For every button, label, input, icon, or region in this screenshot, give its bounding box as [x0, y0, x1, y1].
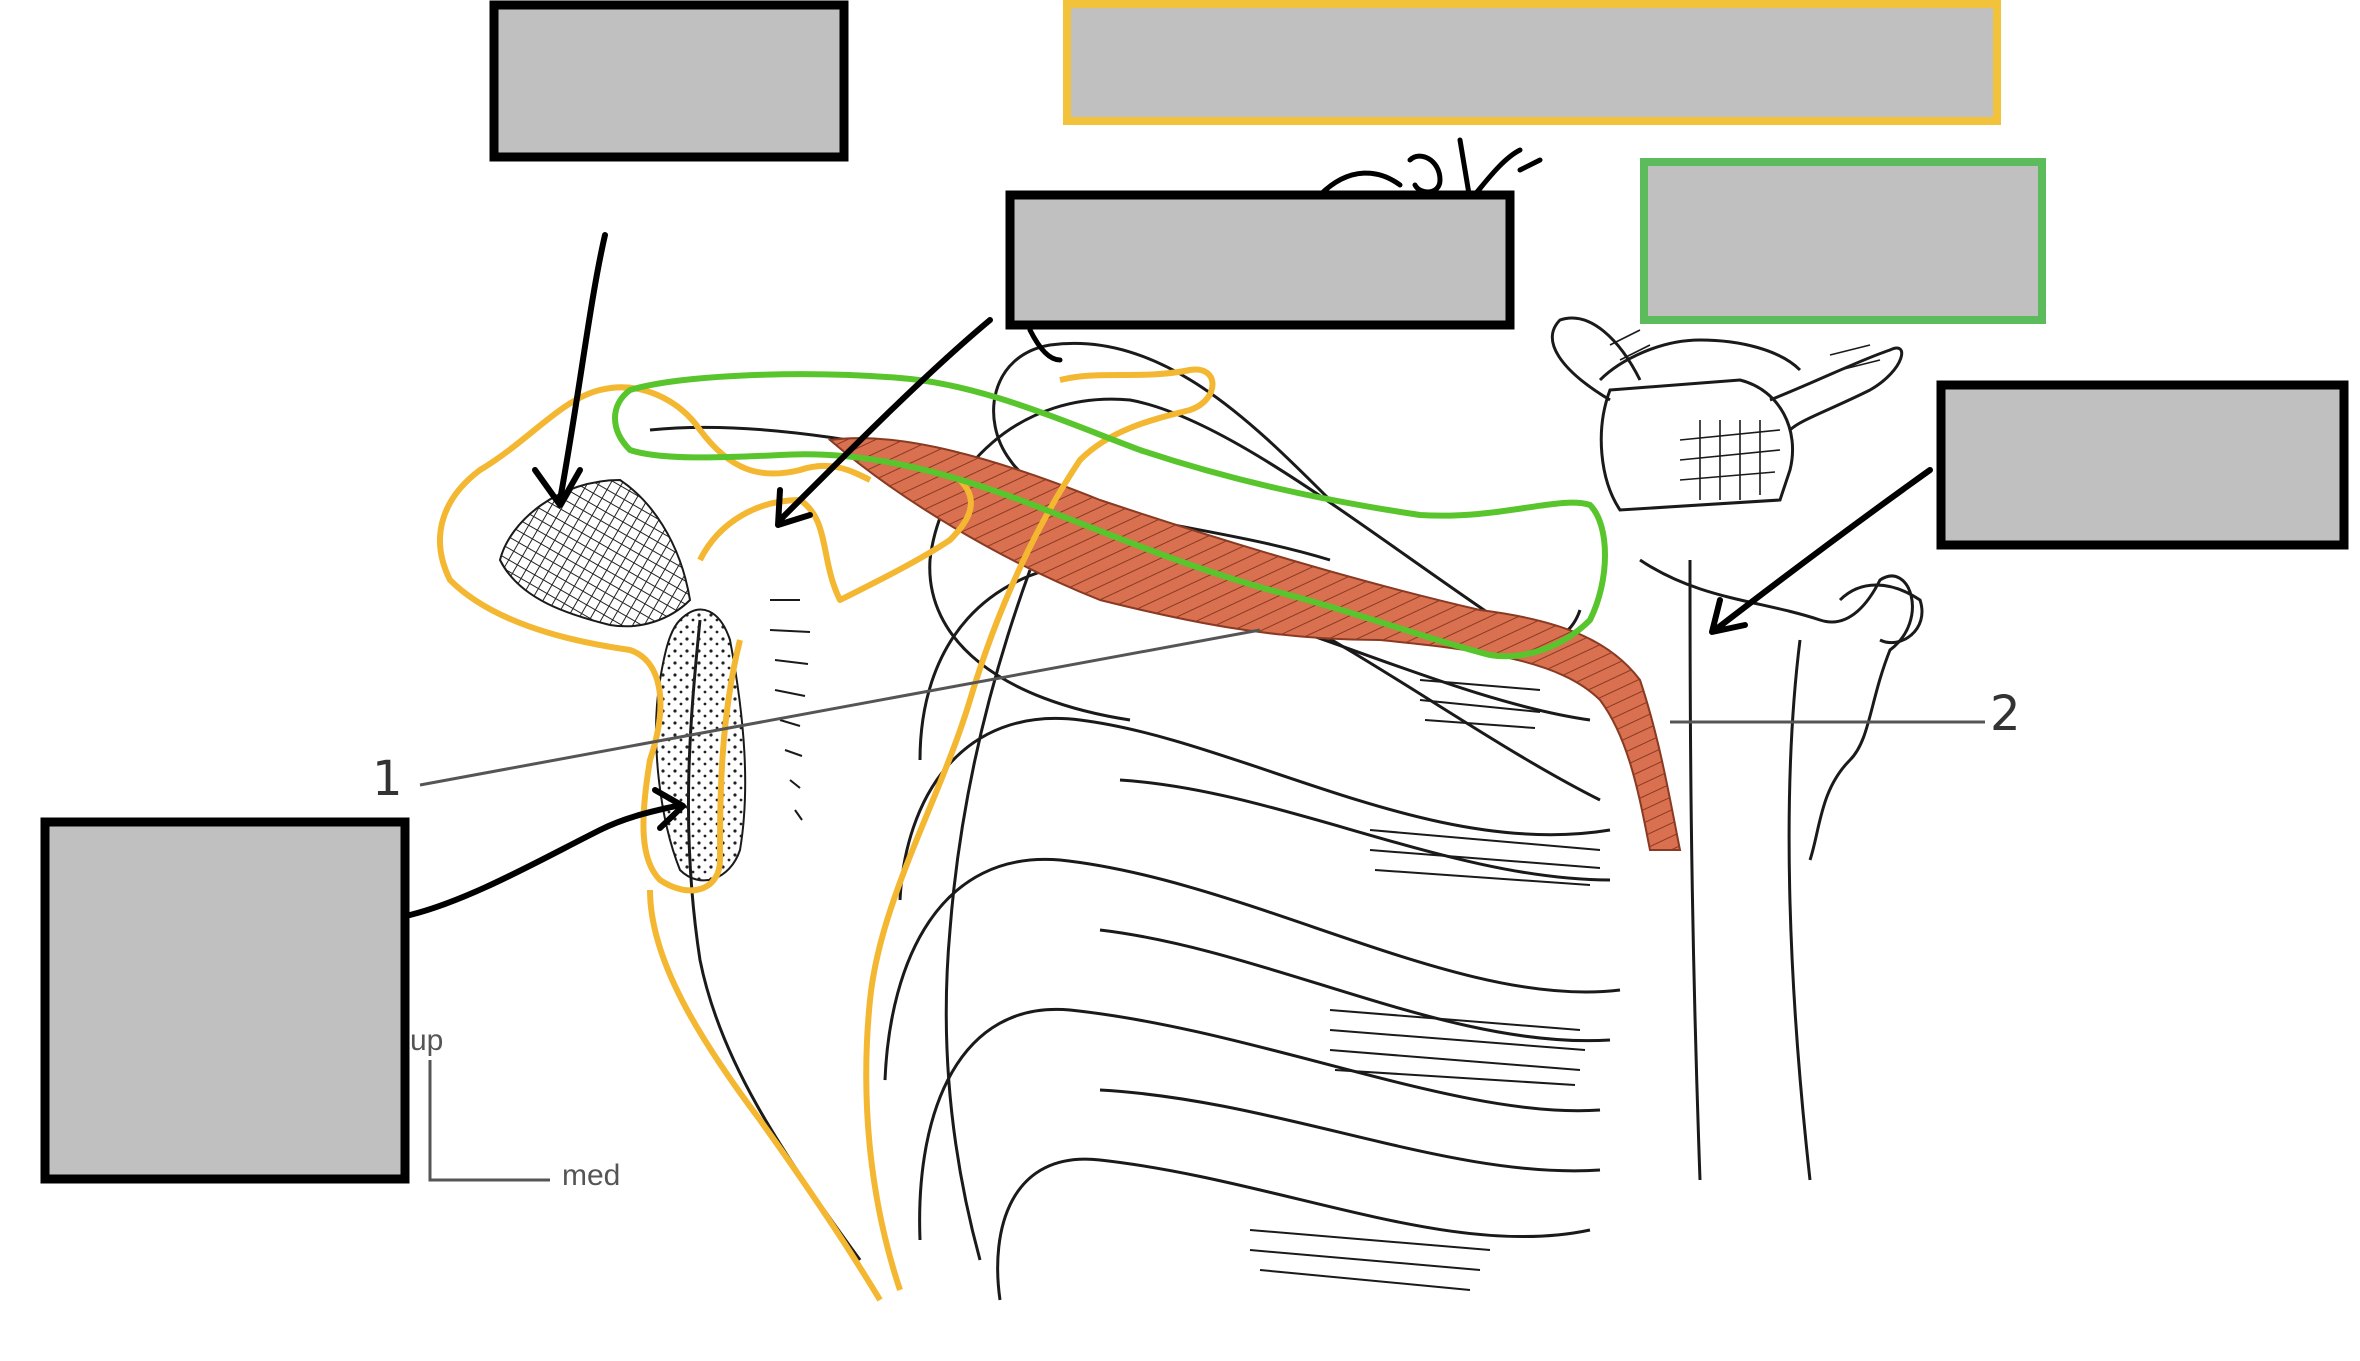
clavicle-green-outline — [612, 371, 1608, 660]
answer-box-top-left[interactable] — [489, 0, 849, 162]
arrow-bottom-left — [407, 787, 686, 918]
rib-2 — [928, 397, 1561, 722]
rib-7 — [996, 1157, 1591, 1301]
rib-6 — [918, 1007, 1601, 1241]
vertebra-process-right — [1769, 346, 1904, 432]
scapula-yellow-outline — [437, 366, 1216, 1302]
callout-1-line — [419, 628, 1261, 787]
rib-inner-4 — [1099, 1088, 1601, 1173]
vertebra-top — [1598, 338, 1802, 382]
sternum-left-edge — [1688, 559, 1702, 1181]
answer-box-green[interactable] — [1640, 158, 2046, 324]
arrow-top-left — [532, 232, 608, 508]
orientation-axes — [428, 1060, 550, 1182]
glenoid-lines — [769, 599, 811, 821]
arrow-right — [1709, 467, 1933, 635]
orientation-up-label: up — [410, 1024, 443, 1057]
answer-box-top-yellow[interactable] — [1063, 0, 2001, 125]
sternum-right-edge — [1787, 639, 1812, 1181]
vertebra-hatching — [1609, 329, 1881, 500]
rib-4 — [898, 717, 1611, 901]
answer-box-bottom-left[interactable] — [40, 817, 410, 1184]
callout-number-1: 1 — [372, 751, 403, 807]
rib-5 — [883, 857, 1621, 1081]
scapula-medial — [944, 569, 1032, 1261]
handwritten-scribble — [1027, 137, 1543, 363]
sternal-notch — [1838, 583, 1924, 645]
costal-cartilages — [1249, 679, 1601, 1291]
orientation-med-label: med — [562, 1159, 620, 1192]
answer-box-right[interactable] — [1936, 380, 2349, 550]
rib-cage — [649, 316, 1924, 1301]
orientation-indicator: up med — [410, 1024, 620, 1192]
callout-number-2: 2 — [1990, 686, 2021, 742]
manubrium — [1639, 558, 1914, 861]
arrow-center — [775, 317, 993, 528]
vertebra-body — [1599, 378, 1795, 512]
callout-lines — [419, 628, 1985, 787]
rib-inner-3 — [1099, 928, 1611, 1043]
rib-inner-2 — [1119, 778, 1611, 882]
subclavius-muscle — [827, 437, 1682, 851]
coracoacromial-hatched-area — [498, 478, 692, 628]
answer-box-center[interactable] — [1005, 190, 1515, 330]
pointer-arrows — [407, 137, 1933, 918]
glenoid-stippled-area — [655, 608, 747, 882]
vertebra-process-left — [1550, 316, 1642, 402]
